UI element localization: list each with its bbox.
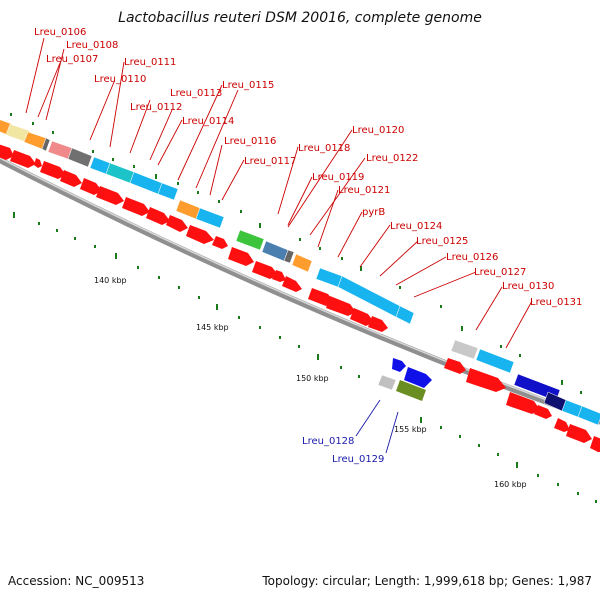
- ruler-label: 145 kbp: [196, 323, 229, 332]
- reverse-gene-labels: Lreu_0128 Lreu_0129: [302, 436, 384, 465]
- gene-label: Lreu_0114: [182, 116, 234, 127]
- map-title: Lactobacillus reuteri DSM 20016, complet…: [118, 10, 482, 26]
- gene-label: Lreu_0119: [312, 172, 364, 183]
- gene-label: Lreu_0110: [94, 74, 146, 85]
- ruler-dots: [10, 113, 597, 503]
- gene-label: Lreu_0115: [222, 80, 274, 91]
- gene-label: Lreu_0127: [474, 267, 526, 278]
- gene-label: Lreu_0107: [46, 54, 98, 65]
- gene-label: Lreu_0130: [502, 281, 554, 292]
- ruler-label: 160 kbp: [494, 480, 527, 489]
- gene-label: Lreu_0106: [34, 27, 86, 38]
- gene-label: Lreu_0118: [298, 143, 350, 154]
- ruler-label: 155 kbp: [394, 425, 427, 434]
- gene-label: Lreu_0121: [338, 185, 390, 196]
- ruler-labels: 140 kbp 145 kbp 150 kbp 155 kbp 160 kbp: [94, 276, 527, 489]
- gene-label: Lreu_0122: [366, 153, 418, 164]
- gene-label: Lreu_0129: [332, 454, 384, 465]
- forward-leader-lines: [25, 37, 533, 349]
- reverse-leader-lines: [355, 399, 399, 454]
- gene-label: Lreu_0126: [446, 252, 498, 263]
- gene-label: Lreu_0116: [224, 136, 276, 147]
- gene-label: Lreu_0117: [244, 156, 296, 167]
- gene-label: pyrB: [362, 207, 385, 218]
- backbone: [0, 156, 600, 425]
- gene-label: Lreu_0112: [130, 102, 182, 113]
- genome-summary-text: Topology: circular; Length: 1,999,618 bp…: [262, 574, 592, 588]
- cds-lane-forward: [0, 144, 600, 452]
- gene-label: Lreu_0111: [124, 57, 176, 68]
- cds-lane-reverse: [377, 358, 432, 401]
- ruler-label: 140 kbp: [94, 276, 127, 285]
- gene-label: Lreu_0124: [390, 221, 442, 232]
- accession-text: Accession: NC_009513: [8, 574, 145, 588]
- gene-label: Lreu_0120: [352, 125, 404, 136]
- forward-gene-labels: Lreu_0106 Lreu_0108 Lreu_0107 Lreu_0111 …: [34, 27, 582, 308]
- ruler-label: 150 kbp: [296, 374, 329, 383]
- gene-label: Lreu_0125: [416, 236, 468, 247]
- feature-lane-outer: [0, 119, 600, 426]
- gene-label: Lreu_0113: [170, 88, 222, 99]
- gene-label: Lreu_0108: [66, 40, 118, 51]
- gene-label: Lreu_0131: [530, 297, 582, 308]
- gene-label: Lreu_0128: [302, 436, 354, 447]
